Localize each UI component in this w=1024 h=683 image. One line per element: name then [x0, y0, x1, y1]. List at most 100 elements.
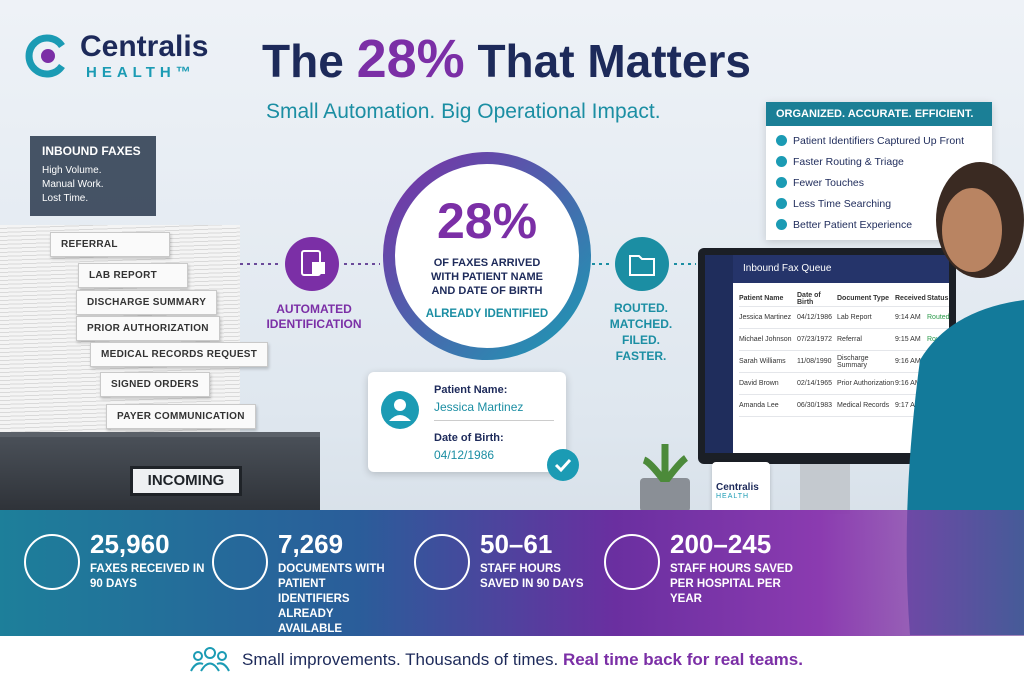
mug-tagline: HEALTH	[716, 493, 750, 500]
ring	[383, 152, 591, 360]
queue-cell: 04/12/1986	[797, 314, 833, 321]
footer-line: Small improvements. Thousands of times. …	[242, 650, 803, 670]
column-header: Date of Birth	[797, 291, 821, 306]
queue-cell: David Brown	[739, 380, 779, 387]
stat-label: DOCUMENTS WITH PATIENT IDENTIFIERS ALREA…	[278, 563, 385, 635]
queue-row: Jessica Martinez 04/12/1986 Lab Report 9:14…	[739, 307, 950, 329]
stat-label: FAXES RECEIVED IN 90 DAYS	[90, 563, 205, 590]
queue-cell: Lab Report	[837, 314, 872, 321]
sidebar	[705, 255, 733, 453]
inbound-line: Manual Work.	[42, 179, 104, 190]
stat-icon	[604, 534, 660, 590]
inbound-lines: High Volume. Manual Work. Lost Time.	[42, 164, 144, 206]
queue-cell: Prior Authorization	[837, 380, 895, 387]
logo-mark	[25, 34, 65, 78]
stat-label: STAFF HOURS SAVED IN 90 DAYS	[480, 563, 584, 590]
title-text: The	[262, 35, 344, 87]
document-label: DISCHARGE SUMMARY	[76, 290, 218, 315]
queue-title: Inbound Fax Queue	[733, 255, 949, 283]
benefit-item: Fewer Touches	[776, 172, 982, 193]
stat-value: 200–245	[670, 529, 772, 559]
arrows	[240, 237, 380, 291]
dob-label: Date of Birth:	[434, 432, 504, 444]
stat-value: 25,960	[90, 529, 170, 559]
patient-name: Jessica Martinez	[434, 400, 554, 421]
stat-value: 50–61	[480, 529, 553, 559]
name-label: Patient Name:	[434, 384, 508, 396]
check-icon	[776, 198, 787, 209]
column-header: Status	[927, 295, 949, 302]
stats-band	[0, 510, 1024, 636]
document-label: PRIOR AUTHORIZATION	[76, 316, 220, 341]
footer	[0, 636, 1024, 683]
column-header: Received	[895, 295, 926, 302]
queue-cell: 9:16 AM	[895, 380, 921, 387]
document-label: LAB REPORT	[78, 263, 188, 288]
stat: 7,269 DOCUMENTS WITH PATIENT IDENTIFIERS …	[278, 530, 398, 635]
mug-name: Centralis	[716, 482, 759, 493]
benefit-item: Better Patient Experience	[776, 214, 982, 235]
benefit-text: Better Patient Experience	[793, 218, 913, 231]
bin-label: INCOMING	[130, 466, 242, 496]
routed-line: FASTER.	[615, 349, 667, 363]
automation-label: AUTOMATED IDENTIFICATION	[266, 302, 362, 331]
benefit-text: Faster Routing & Triage	[793, 155, 904, 168]
queue-cell: 9:17 AM	[895, 402, 921, 409]
queue-cell: 9:14 AM	[895, 314, 921, 321]
monitor-stand	[800, 464, 850, 514]
routed-line: ROUTED.	[614, 301, 668, 315]
queue-cell: Medical Records	[837, 402, 890, 409]
check-icon	[776, 135, 787, 146]
benefit-item: Faster Routing & Triage	[776, 151, 982, 172]
footer-text: Small improvements. Thousands of times.	[242, 650, 559, 669]
screen: Inbound Fax Queue Patient Name Date of Bi…	[705, 255, 950, 453]
queue-cell: 11/08/1990	[797, 358, 832, 365]
arrows	[592, 237, 696, 291]
routed-label: ROUTED. MATCHED. FILED. FASTER.	[598, 300, 684, 364]
stat-icon	[212, 534, 268, 590]
stat: 50–61 STAFF HOURS SAVED IN 90 DAYS	[480, 530, 600, 620]
inbound-line: Lost Time.	[42, 193, 89, 204]
queue-cell: Jessica Martinez	[739, 314, 792, 321]
subtitle: Small Automation. Big Operational Impact…	[266, 100, 661, 123]
queue-cell: 02/14/1965	[797, 380, 833, 387]
title-highlight: 28%	[356, 29, 465, 89]
title-text: That Matters	[477, 35, 751, 87]
document-label: MEDICAL RECORDS REQUEST	[90, 342, 269, 367]
footer-emphasis: Real time back for real teams.	[562, 650, 803, 669]
benefit-item: Patient Identifiers Captured Up Front	[776, 130, 982, 151]
stat-icon	[24, 534, 80, 590]
queue-cell: Referral	[837, 336, 862, 343]
stat: 25,960 FAXES RECEIVED IN 90 DAYS	[90, 530, 210, 620]
inbound-box: INBOUND FAXES High Volume. Manual Work. Lo…	[30, 136, 156, 216]
ring-value: 28%	[436, 193, 538, 249]
benefit-text: Patient Identifiers Captured Up Front	[793, 134, 965, 147]
title: The 28% That Matters	[262, 28, 751, 90]
check-icon	[776, 156, 787, 167]
check-icon	[547, 449, 579, 481]
inbound-line: High Volume.	[42, 165, 102, 176]
stat: 200–245 STAFF HOURS SAVED PER HOSPITAL PE…	[670, 530, 810, 620]
benefit-text: Less Time Searching	[793, 197, 892, 210]
queue-cell: Amanda Lee	[739, 402, 779, 409]
routed-line: FILED.	[622, 333, 660, 347]
document-label: SIGNED ORDERS	[100, 372, 210, 397]
check-icon	[776, 177, 787, 188]
ring-text: OF FAXES ARRIVED WITH PATIENT NAME AND D…	[430, 257, 544, 297]
column-header: Document Type	[837, 295, 889, 302]
ring-emphasis: ALREADY IDENTIFIED	[425, 308, 549, 320]
column-header: Patient Name	[739, 295, 784, 302]
benefit-text: Fewer Touches	[793, 176, 865, 189]
logo-tagline: HEALTH™	[86, 64, 196, 81]
queue-cell: 07/23/1972	[797, 336, 833, 343]
queue-header: Patient Name Date of Birth Document Type Re…	[739, 291, 949, 307]
queue-table: Patient Name Date of Birth Document Type Re…	[739, 291, 950, 417]
team-icon	[190, 647, 230, 672]
patient-dob: 04/12/1986	[434, 448, 495, 462]
stat-icon	[414, 534, 470, 590]
document-label: PAYER COMMUNICATION	[106, 404, 256, 429]
queue-cell: 06/30/1983	[797, 402, 833, 409]
stat-label: STAFF HOURS SAVED PER HOSPITAL PER YEAR	[670, 563, 793, 605]
inbound-heading: INBOUND FAXES	[42, 144, 141, 158]
